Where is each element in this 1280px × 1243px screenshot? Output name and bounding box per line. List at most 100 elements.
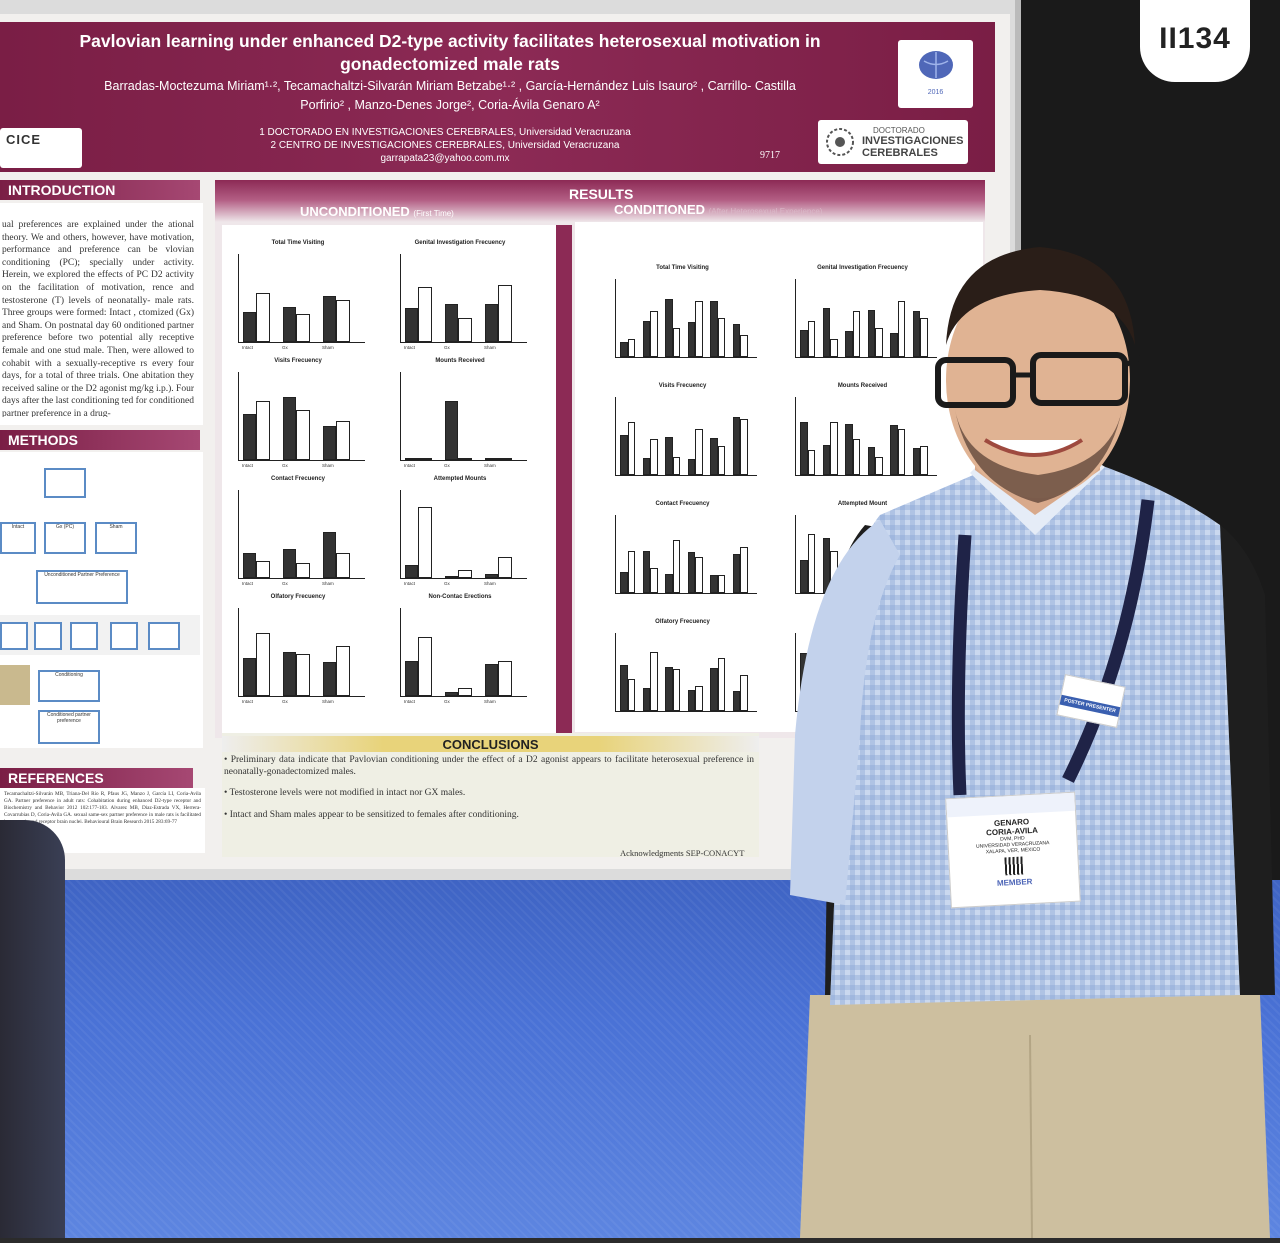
bar-male (243, 311, 257, 342)
chart-title: Attempted Mounts (433, 476, 487, 482)
chart-tick-label: Gx (282, 463, 288, 468)
chart-tick-label: Intact (404, 463, 416, 468)
doctorado-line2: CEREBRALES (862, 147, 938, 159)
chart-axes (238, 608, 365, 697)
bar-female (740, 334, 748, 357)
bar-male (800, 422, 808, 475)
bar-female (296, 562, 310, 578)
chart-tick-label: Gx (282, 345, 288, 350)
chart-title: Total Time Visiting (656, 265, 709, 271)
poster-bar-chart: Olfatory Frecuency Intact Gx Sham (228, 594, 368, 704)
conditioned-sub: (After Heterosexual Experience) (708, 207, 823, 216)
bar-male (405, 308, 419, 342)
bar-male (710, 575, 718, 593)
bar-male (732, 691, 740, 711)
chart-title: Genital Investigation Frecuency (414, 240, 506, 246)
bar-male (912, 311, 920, 357)
bar-female (458, 687, 472, 696)
bar-female (418, 506, 432, 578)
conclusion-item: • Intact and Sham males appear to be sen… (224, 809, 519, 820)
bar-male (243, 413, 257, 460)
chart-tick-label: Sham (322, 699, 334, 704)
chart-title: Mounts Received (837, 383, 888, 389)
bar-female (498, 557, 512, 578)
bar-male (642, 320, 650, 357)
bar-female (650, 651, 658, 711)
chart-tick-label: Intact (404, 581, 416, 586)
bar-female (627, 679, 635, 711)
bar-male (665, 666, 673, 711)
bar-male (845, 331, 853, 357)
bar-male (687, 322, 695, 357)
conclusion-text-2: Testosterone levels were not modified in… (229, 788, 466, 798)
methods-group-1 (0, 622, 28, 650)
presenter-figure (790, 247, 1275, 1239)
bar-male (620, 342, 628, 357)
bar-male (687, 459, 695, 475)
unconditioned-sub: (First Time) (413, 209, 454, 218)
bar-male (732, 416, 740, 475)
methods-box-start (44, 468, 86, 498)
bar-male (243, 552, 257, 578)
chart-tick-label: Gx (282, 581, 288, 586)
bar-female (650, 439, 658, 475)
chart-tick-label: Gx (444, 345, 450, 350)
chart-title: Contact Frecuency (655, 501, 710, 507)
bar-female (627, 338, 635, 357)
poster-bar-chart: Genital Investigation Frecuency Intact Gx S… (390, 240, 530, 350)
badge-header (946, 792, 1076, 818)
bar-male (243, 658, 257, 696)
bar-female (296, 654, 310, 696)
other-person-partial (0, 820, 65, 1238)
chart-title: Mounts Received (435, 358, 485, 364)
conditioned-heading: CONDITIONED (After Heterosexual Experien… (614, 202, 822, 217)
chart-title: Attempted Mount (837, 501, 888, 507)
methods-box-conditioned: Conditioned partner preference (38, 710, 100, 744)
bar-male (323, 531, 337, 578)
chart-title: Visits Frecuency (274, 358, 322, 364)
bar-male (620, 435, 628, 475)
bar-female (852, 311, 860, 357)
bar-male (665, 573, 673, 593)
bar-male (845, 423, 853, 475)
chart-tick-label: Intact (404, 345, 416, 350)
affiliation-2: 2 CENTRO DE INVESTIGACIONES CEREBRALES, … (270, 140, 620, 151)
bar-male (665, 299, 673, 357)
bar-female (852, 439, 860, 475)
neuron-icon (826, 128, 854, 156)
bar-male (445, 576, 459, 578)
bar-male (822, 308, 830, 357)
doctorado-logo: DOCTORADO INVESTIGACIONES CEREBRALES (818, 120, 968, 164)
bar-male (687, 689, 695, 711)
poster-bar-chart: Attempted Mounts Intact Gx Sham (390, 476, 530, 586)
bar-male (283, 397, 297, 460)
bar-male (283, 306, 297, 342)
bar-female (458, 318, 472, 342)
bar-female (717, 317, 725, 357)
conclusions-heading: CONCLUSIONS (222, 736, 759, 752)
introduction-panel (0, 203, 203, 425)
bar-male (620, 572, 628, 593)
bar-male (800, 559, 808, 593)
chart-title: Olfatory Frecuency (270, 594, 326, 600)
bar-male (665, 436, 673, 475)
bar-male (642, 688, 650, 711)
chart-tick-label: Sham (484, 699, 496, 704)
methods-group-2 (34, 622, 62, 650)
bar-female (830, 422, 838, 475)
bar-male (710, 668, 718, 711)
bar-male (867, 309, 875, 357)
chart-tick-label: Sham (484, 463, 496, 468)
bar-female (920, 446, 928, 475)
bar-female (296, 314, 310, 342)
bar-female (256, 401, 270, 460)
chart-tick-label: Intact (242, 345, 254, 350)
poster-bar-chart: Visits Frecuency Intact Gx Sham (228, 358, 368, 468)
chart-axes (795, 397, 937, 476)
bar-female (695, 429, 703, 475)
conclusion-text-3: Intact and Sham males appear to be sensi… (229, 809, 519, 820)
bar-female (672, 456, 680, 475)
cice-logo: CICE (0, 128, 82, 168)
poster-bar-chart: Contact Frecuency (605, 501, 760, 601)
authors-line1: Barradas-Moctezuma Miriam¹·², Tecamachal… (104, 79, 796, 93)
